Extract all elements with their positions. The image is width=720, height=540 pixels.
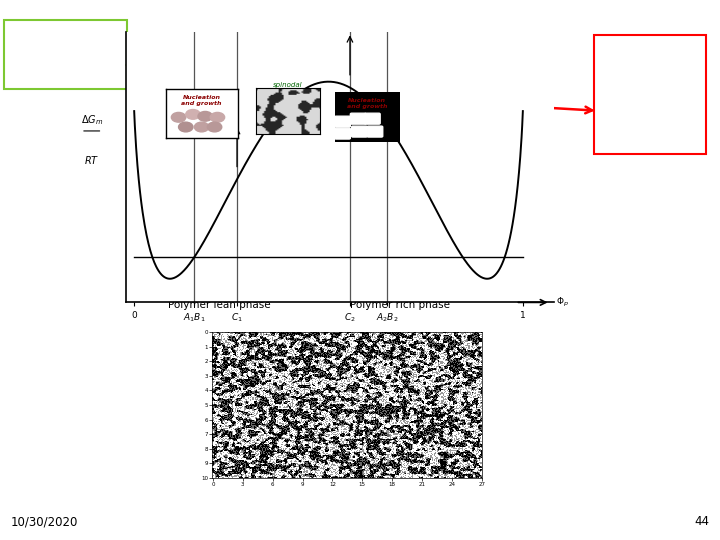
Text: Nucleation: Nucleation: [183, 96, 220, 100]
Text: Polymer lean phase: Polymer lean phase: [168, 300, 271, 310]
Text: $\Delta G_m$: $\Delta G_m$: [81, 113, 103, 127]
FancyBboxPatch shape: [335, 116, 351, 127]
Text: Phase separation
by Spinodal
mechanisim: Phase separation by Spinodal mechanisim: [23, 38, 108, 71]
Text: Phase
separation
by
Nucleation
and Growth: Phase separation by Nucleation and Growt…: [619, 66, 680, 123]
FancyBboxPatch shape: [367, 126, 383, 137]
Circle shape: [198, 111, 212, 121]
FancyBboxPatch shape: [351, 113, 366, 124]
Circle shape: [186, 110, 200, 119]
FancyBboxPatch shape: [351, 126, 367, 137]
FancyBboxPatch shape: [364, 113, 380, 124]
Circle shape: [179, 122, 193, 132]
Text: Nucleation: Nucleation: [348, 98, 386, 103]
Text: $\Phi_p$: $\Phi_p$: [557, 296, 570, 309]
Text: $RT$: $RT$: [84, 154, 99, 166]
FancyBboxPatch shape: [594, 35, 706, 154]
Circle shape: [194, 122, 209, 132]
Text: 10/30/2020: 10/30/2020: [11, 515, 78, 528]
Circle shape: [210, 112, 225, 122]
FancyBboxPatch shape: [335, 128, 351, 139]
Circle shape: [207, 122, 222, 132]
Circle shape: [171, 112, 186, 122]
Text: and growth: and growth: [181, 101, 222, 106]
FancyBboxPatch shape: [4, 20, 127, 89]
Title: spinodal: spinodal: [273, 82, 303, 87]
Text: 44: 44: [694, 515, 709, 528]
Text: and growth: and growth: [347, 104, 387, 109]
Text: Polymer rich phase: Polymer rich phase: [350, 300, 449, 310]
